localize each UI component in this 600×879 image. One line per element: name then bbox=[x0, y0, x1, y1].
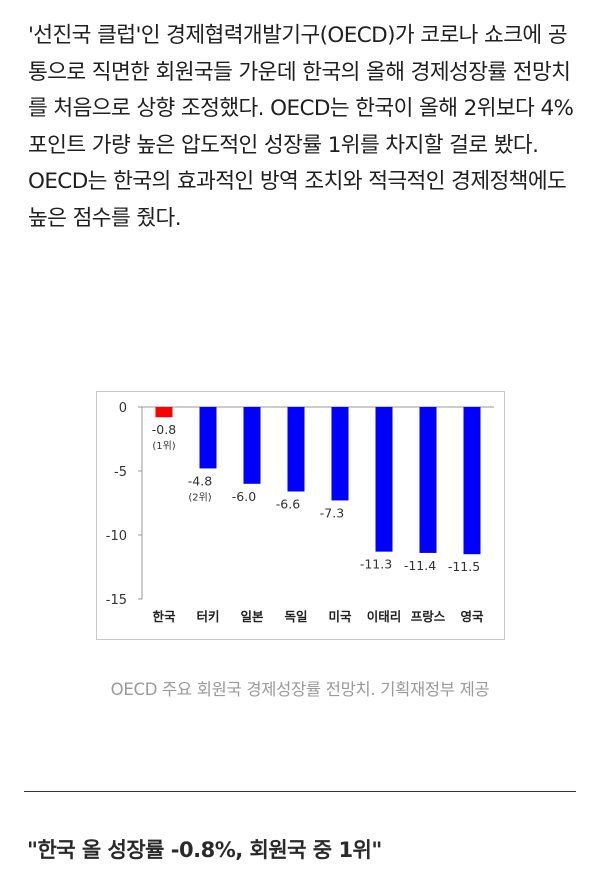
bar bbox=[463, 407, 481, 555]
growth-forecast-chart: 0 -5 -10 -15 -0.8 (1위) 한국 -4.8 (2위) 터키 -6.0 일본 -6.6 독… bbox=[106, 401, 494, 624]
bar bbox=[199, 407, 217, 469]
bar bbox=[419, 407, 437, 553]
y-tick-label: 0 bbox=[119, 401, 127, 416]
category-label: 일본 bbox=[240, 609, 264, 624]
section-divider bbox=[24, 791, 576, 792]
category-label: 한국 bbox=[152, 609, 176, 624]
bar bbox=[331, 407, 349, 501]
section-subheading: "한국 올 성장률 -0.8%, 회원국 중 1위" bbox=[27, 838, 382, 862]
category-label: 영국 bbox=[460, 609, 484, 624]
value-label: -6.6 bbox=[276, 496, 300, 511]
value-label: -7.3 bbox=[320, 505, 344, 520]
value-label: -0.8 bbox=[152, 422, 176, 437]
y-tick-label: -5 bbox=[114, 465, 127, 480]
rank-label: (1위) bbox=[152, 439, 175, 452]
category-label: 독일 bbox=[284, 609, 307, 624]
category-label: 프랑스 bbox=[411, 609, 446, 624]
category-label: 터키 bbox=[196, 609, 219, 624]
value-label: -4.8 bbox=[188, 473, 212, 488]
chart-figure: 0 -5 -10 -15 -0.8 (1위) 한국 -4.8 (2위) 터키 -6.0 일본 -6.6 독… bbox=[96, 391, 505, 640]
bar bbox=[375, 407, 393, 552]
value-label: -11.4 bbox=[404, 558, 436, 573]
category-label: 미국 bbox=[328, 609, 352, 624]
rank-label: (2위) bbox=[188, 490, 211, 503]
value-label: -11.5 bbox=[448, 559, 480, 574]
category-label: 이태리 bbox=[367, 609, 402, 624]
figure-caption: OECD 주요 회원국 경제성장률 전망치. 기획재정부 제공 bbox=[110, 680, 490, 699]
y-tick-label: -15 bbox=[106, 593, 127, 608]
y-tick-label: -10 bbox=[106, 529, 127, 544]
bar bbox=[243, 407, 261, 484]
value-label: -6.0 bbox=[232, 489, 256, 504]
article-paragraph: '선진국 클럽'인 경제협력개발기구(OECD)가 코로나 쇼크에 공통으로 직… bbox=[28, 23, 574, 231]
bar bbox=[155, 407, 173, 418]
value-label: -11.3 bbox=[360, 557, 392, 572]
bar bbox=[287, 407, 305, 492]
